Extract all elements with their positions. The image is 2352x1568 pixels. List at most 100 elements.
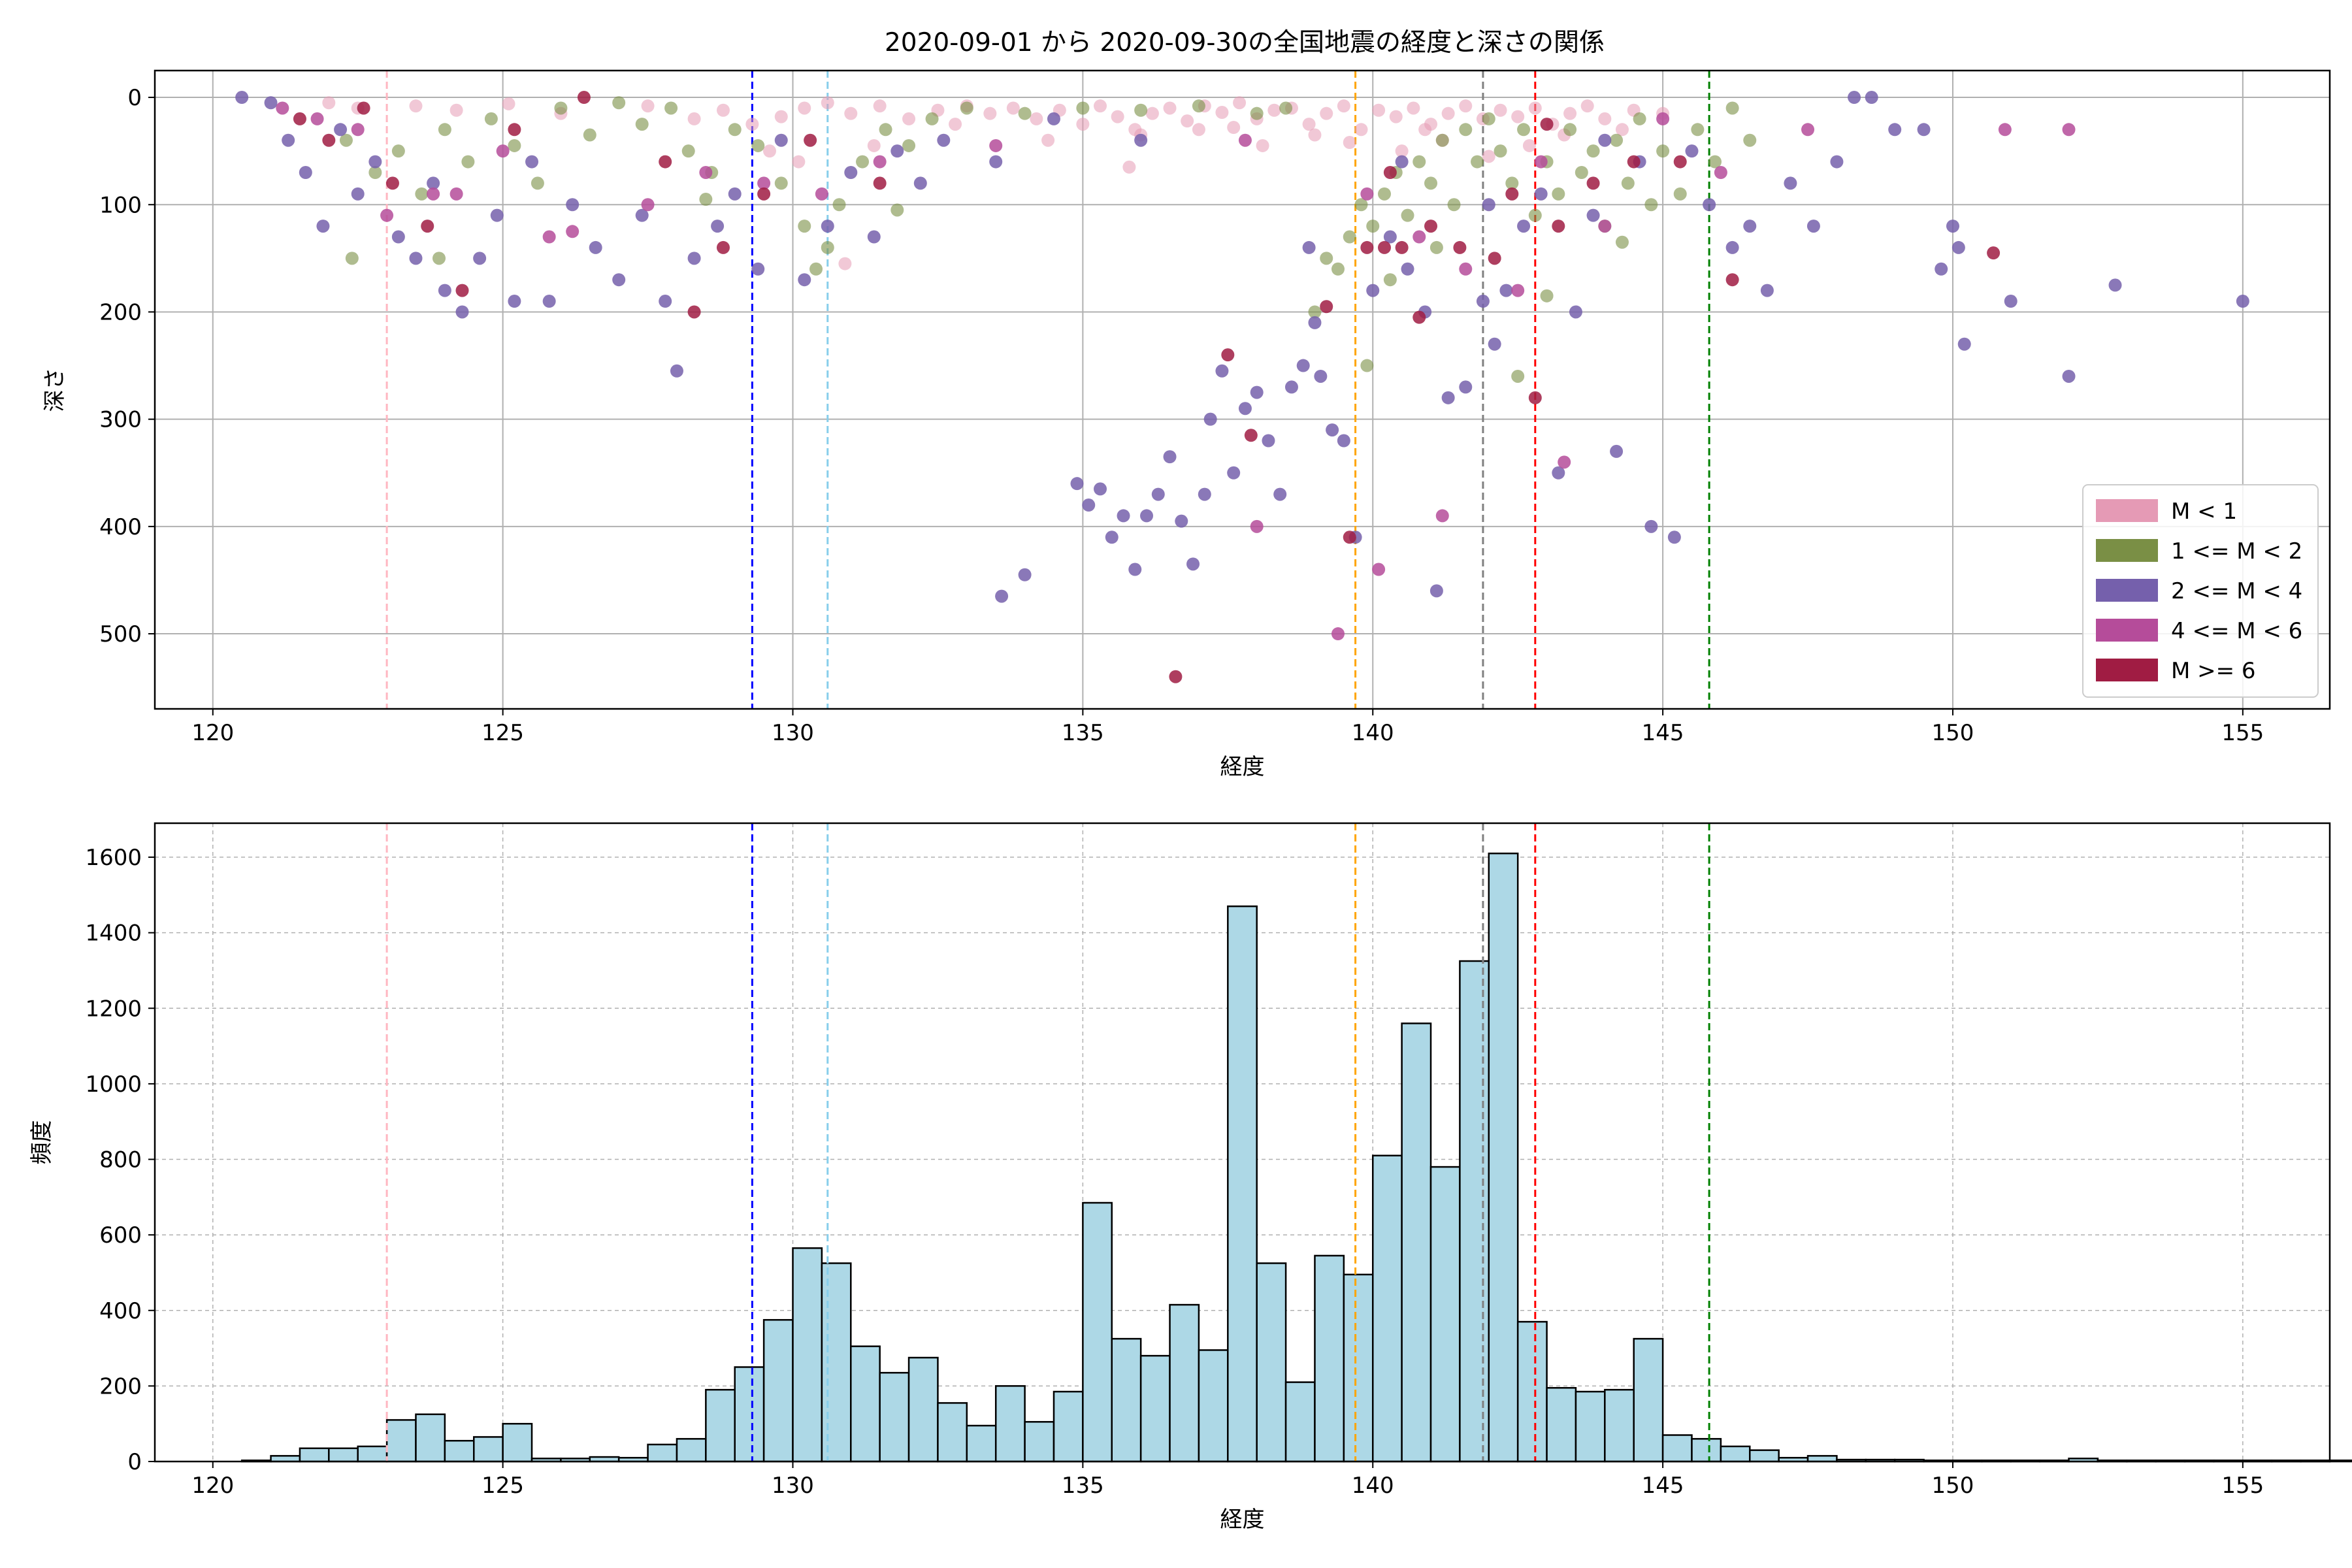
scatter-point <box>1413 230 1426 244</box>
scatter-point <box>1917 123 1931 137</box>
scatter-point <box>1401 208 1414 222</box>
scatter-point <box>1175 514 1188 528</box>
legend-label: 1 <= M < 2 <box>2171 538 2302 564</box>
scatter-point <box>1395 144 1409 158</box>
scatter-point <box>1667 531 1681 544</box>
scatter-point <box>925 112 939 125</box>
histogram-bar <box>1198 1349 1229 1463</box>
histogram-y-tick-label: 1400 <box>85 921 142 947</box>
histogram-bar <box>502 1422 533 1463</box>
scatter-point <box>1163 101 1177 115</box>
scatter-point <box>566 225 580 238</box>
scatter-x-axis-label: 経度 <box>1220 754 1265 780</box>
scatter-point <box>1284 380 1298 394</box>
scatter-point <box>1343 531 1356 544</box>
histogram-bar <box>1256 1262 1287 1463</box>
scatter-point <box>757 187 771 201</box>
histogram-y-tick-label: 800 <box>99 1147 142 1173</box>
scatter-y-axis-label: 深さ <box>42 368 68 412</box>
scatter-point <box>334 123 348 137</box>
scatter-point <box>774 110 788 123</box>
histogram-reference-lines <box>385 823 1710 1462</box>
scatter-point <box>1517 220 1531 233</box>
histogram-bar <box>1053 1390 1084 1463</box>
scatter-point <box>1627 155 1641 169</box>
scatter-point <box>1354 198 1368 212</box>
scatter-point <box>774 133 788 147</box>
scatter-y-tick-label: 500 <box>99 621 142 647</box>
scatter-point <box>1273 487 1287 501</box>
scatter-point <box>1435 509 1449 523</box>
histogram-bar <box>1720 1445 1751 1463</box>
scatter-point <box>351 123 365 137</box>
scatter-point <box>716 103 730 117</box>
scatter-point <box>542 295 556 308</box>
scatter-point <box>1424 220 1438 233</box>
scatter-point <box>1610 444 1624 458</box>
scatter-point <box>798 273 811 287</box>
histogram-bar <box>1343 1273 1374 1463</box>
scatter-point <box>1360 240 1374 254</box>
scatter-reference-lines <box>385 71 1710 709</box>
scatter-point <box>1331 262 1345 276</box>
histogram-y-tick-label: 1600 <box>85 845 142 871</box>
scatter-point <box>409 99 423 113</box>
scatter-point <box>554 101 568 115</box>
scatter-point <box>316 220 330 233</box>
histogram-y-tick-label: 400 <box>99 1298 142 1324</box>
scatter-point <box>873 155 887 169</box>
scatter-point <box>1714 165 1727 179</box>
histogram-bar <box>1691 1438 1722 1463</box>
scatter-point <box>1383 273 1397 287</box>
scatter-point <box>339 133 353 147</box>
scatter-point <box>1494 103 1507 117</box>
scatter-point <box>1540 289 1554 302</box>
histogram-bar <box>1082 1201 1113 1463</box>
scatter-point <box>1250 106 1264 120</box>
scatter-point <box>282 133 295 147</box>
histogram-x-tick-label: 140 <box>1352 1473 1394 1499</box>
histogram-bar <box>907 1356 939 1463</box>
scatter-point <box>1192 99 1205 113</box>
scatter-point <box>1238 133 1252 147</box>
histogram-bar <box>1604 1388 1635 1463</box>
scatter-point <box>757 176 771 190</box>
scatter-point <box>1482 112 1495 125</box>
histogram-bar <box>1169 1303 1200 1463</box>
scatter-point <box>1134 103 1148 117</box>
scatter-point <box>1586 144 1600 158</box>
histogram-bar <box>734 1366 765 1463</box>
legend-box <box>2082 484 2319 698</box>
scatter-point <box>902 139 916 152</box>
scatter-point <box>1534 155 1548 169</box>
scatter-point <box>1528 208 1542 222</box>
scatter-x-tick-label: 140 <box>1352 720 1394 746</box>
scatter-point <box>873 99 887 113</box>
scatter-point <box>1534 187 1548 201</box>
scatter-point <box>391 230 405 244</box>
scatter-x-tick-label: 125 <box>482 720 524 746</box>
scatter-point <box>1111 110 1124 123</box>
scatter-point <box>989 155 1003 169</box>
scatter-point <box>2236 295 2249 308</box>
histogram-bar <box>1227 905 1258 1463</box>
scatter-point <box>670 364 683 378</box>
scatter-x-tick-label: 150 <box>1932 720 1974 746</box>
scatter-point <box>1743 220 1757 233</box>
scatter-point <box>322 133 336 147</box>
histogram-bar <box>850 1345 881 1463</box>
scatter-point <box>983 106 997 120</box>
scatter-point <box>809 262 823 276</box>
scatter-point <box>1563 123 1577 137</box>
scatter-point <box>641 198 655 212</box>
scatter-y-tick-label: 0 <box>127 85 142 111</box>
histogram-bar <box>1516 1320 1548 1463</box>
scatter-point <box>1424 176 1438 190</box>
scatter-point <box>1360 359 1374 372</box>
scatter-point <box>1006 101 1020 115</box>
scatter-point <box>798 220 811 233</box>
scatter-point <box>1145 106 1159 120</box>
scatter-point <box>1725 273 1739 287</box>
scatter-point <box>1296 359 1310 372</box>
scatter-point <box>1233 96 1247 110</box>
